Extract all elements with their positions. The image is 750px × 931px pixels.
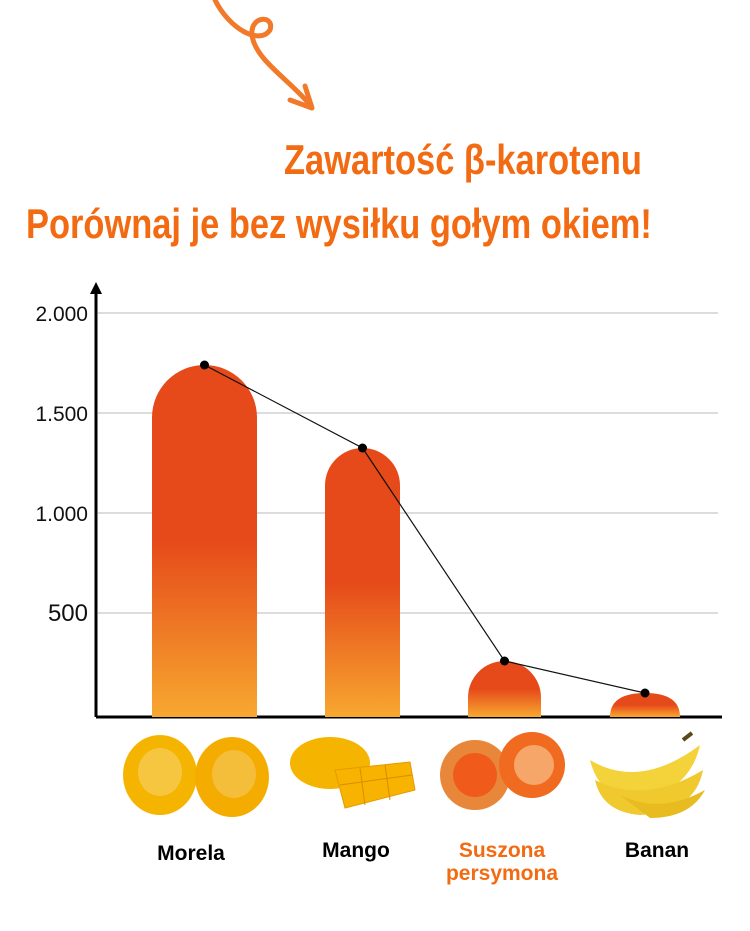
bar-morela xyxy=(152,365,257,717)
mango-image xyxy=(290,737,416,809)
data-point xyxy=(200,360,209,370)
banana-image xyxy=(590,731,705,818)
y-tick-label: 2.000 xyxy=(35,303,88,326)
apricot-image xyxy=(123,735,269,817)
category-label-suszona-persymona: Suszona persymona xyxy=(445,839,559,885)
trend-line xyxy=(204,364,646,694)
chart-subtitle: Porównaj je bez wysiłku gołym okiem! xyxy=(26,200,652,247)
data-point xyxy=(358,443,367,453)
y-tick-label: 1.000 xyxy=(35,503,88,526)
category-label-banan: Banan xyxy=(624,839,690,862)
category-label-mango: Mango xyxy=(322,839,390,862)
bar-suszona-persymona xyxy=(468,661,541,717)
data-point xyxy=(640,688,650,698)
y-tick-label: 1.500 xyxy=(35,403,88,426)
category-label-morela: Morela xyxy=(157,842,225,865)
data-point xyxy=(500,656,509,666)
y-axis-arrow xyxy=(90,282,102,294)
chart-title: Zawartość β-karotenu xyxy=(284,136,642,183)
y-tick-label: 500 xyxy=(48,600,88,627)
bar-banan xyxy=(610,693,680,717)
dried-persimmon-image xyxy=(440,732,565,810)
bar-mango xyxy=(325,448,400,717)
